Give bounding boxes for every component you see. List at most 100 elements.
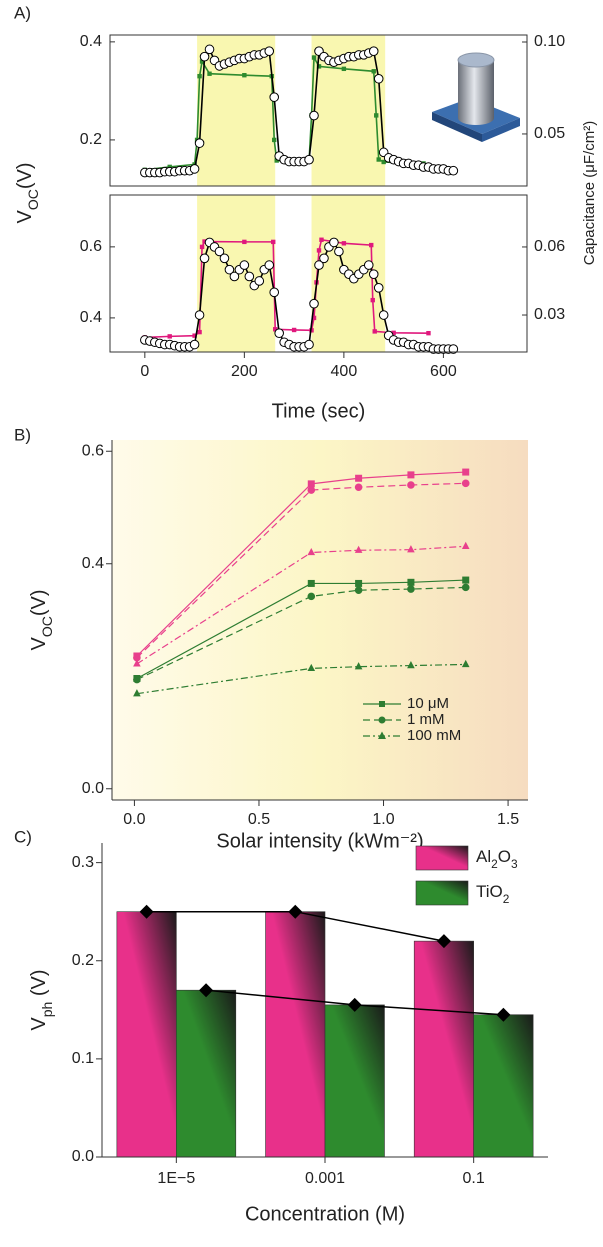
marker <box>347 997 362 1012</box>
marker <box>426 330 431 336</box>
y-axis-title-part: V <box>28 1017 50 1031</box>
marker <box>133 689 141 697</box>
marker <box>274 328 284 338</box>
bar <box>116 911 177 1158</box>
y-tick-label: 0.0 <box>82 780 104 797</box>
legend-label: 100 mM <box>407 727 461 744</box>
y2-tick-label: 0.05 <box>534 125 565 142</box>
marker <box>369 242 374 248</box>
marker <box>199 253 210 264</box>
marker <box>461 583 470 592</box>
marker <box>202 239 207 244</box>
marker <box>139 904 154 919</box>
legend-label-part: O <box>498 847 511 866</box>
marker <box>199 51 210 62</box>
y2-tick-label: 0.03 <box>534 306 565 323</box>
marker <box>199 59 205 64</box>
panel-label: B) <box>14 425 31 444</box>
marker <box>373 73 384 84</box>
marker <box>316 248 322 253</box>
x-tick-label: 0.1 <box>463 1170 485 1187</box>
legend-marker <box>378 716 386 724</box>
x-tick-label: 1.5 <box>497 811 519 828</box>
legend-label: 10 μM <box>407 695 449 712</box>
marker <box>311 55 317 60</box>
legend-swatch <box>415 845 469 871</box>
substrate-side <box>432 112 482 142</box>
marker <box>376 157 381 162</box>
bar <box>413 940 474 1158</box>
pillar <box>458 60 494 125</box>
marker <box>207 71 212 76</box>
marker <box>329 237 339 248</box>
marker <box>381 159 386 165</box>
marker <box>199 983 214 998</box>
series-line <box>144 47 454 174</box>
marker <box>204 44 215 55</box>
y-axis-title-part: V <box>28 637 50 651</box>
marker <box>291 327 297 333</box>
marker <box>189 339 200 350</box>
y-axis-title-part: OC <box>39 616 55 637</box>
marker <box>214 246 225 257</box>
marker <box>309 298 319 309</box>
x-tick-label: 0.001 <box>305 1170 345 1187</box>
marker <box>239 260 250 270</box>
x-axis-title: Solar intensity (kWm⁻²) <box>216 830 423 852</box>
marker <box>244 271 255 282</box>
marker <box>288 904 303 919</box>
marker <box>264 260 275 270</box>
x-tick-label: 200 <box>231 363 258 380</box>
y-axis-title-part: OC <box>25 189 41 210</box>
marker <box>316 64 322 69</box>
substrate-side <box>482 118 520 142</box>
legend-label-part: TiO <box>476 882 503 901</box>
marker <box>496 1007 511 1022</box>
marker <box>219 253 230 264</box>
marker <box>341 241 347 246</box>
marker <box>368 269 379 279</box>
marker <box>462 468 470 476</box>
marker <box>355 474 363 482</box>
marker <box>304 154 314 165</box>
marker <box>370 297 375 303</box>
pillar-top <box>457 52 495 68</box>
marker <box>355 579 363 587</box>
marker <box>194 310 205 320</box>
bar <box>176 989 237 1158</box>
marker <box>199 244 205 250</box>
marker <box>224 264 235 275</box>
marker <box>311 315 317 321</box>
y-tick-label: 0.0 <box>72 1148 94 1165</box>
marker <box>254 276 265 286</box>
marker <box>354 662 363 670</box>
marker <box>407 471 415 479</box>
marker <box>461 659 470 668</box>
marker <box>341 66 347 72</box>
marker <box>133 653 141 662</box>
legend-label: TiO2 <box>476 882 510 906</box>
x-axis-title: Concentration (M) <box>245 1203 405 1225</box>
inset-illustration <box>432 52 520 142</box>
bar <box>324 1004 385 1158</box>
marker <box>461 479 470 488</box>
marker <box>371 69 376 74</box>
marker <box>407 585 415 593</box>
x-tick-label: 0.0 <box>123 811 145 828</box>
y-axis-title: VOC(V) <box>14 162 40 223</box>
legend-marker <box>379 701 385 707</box>
y-tick-label: 0.6 <box>82 442 104 459</box>
panel-label: C) <box>14 827 32 846</box>
marker <box>192 333 197 338</box>
marker <box>273 327 278 332</box>
y-axis-title-part: ph <box>39 1002 55 1018</box>
plot-frame <box>109 194 528 353</box>
y-tick-label: 0.3 <box>72 854 94 871</box>
x-tick-label: 1E−5 <box>157 1170 195 1187</box>
legend-label-part: 3 <box>511 857 518 871</box>
y-axis-title: Vph (V) <box>28 969 54 1030</box>
y2-tick-label: 0.10 <box>534 33 565 50</box>
marker <box>133 659 141 667</box>
marker <box>462 576 470 584</box>
marker <box>374 113 379 118</box>
